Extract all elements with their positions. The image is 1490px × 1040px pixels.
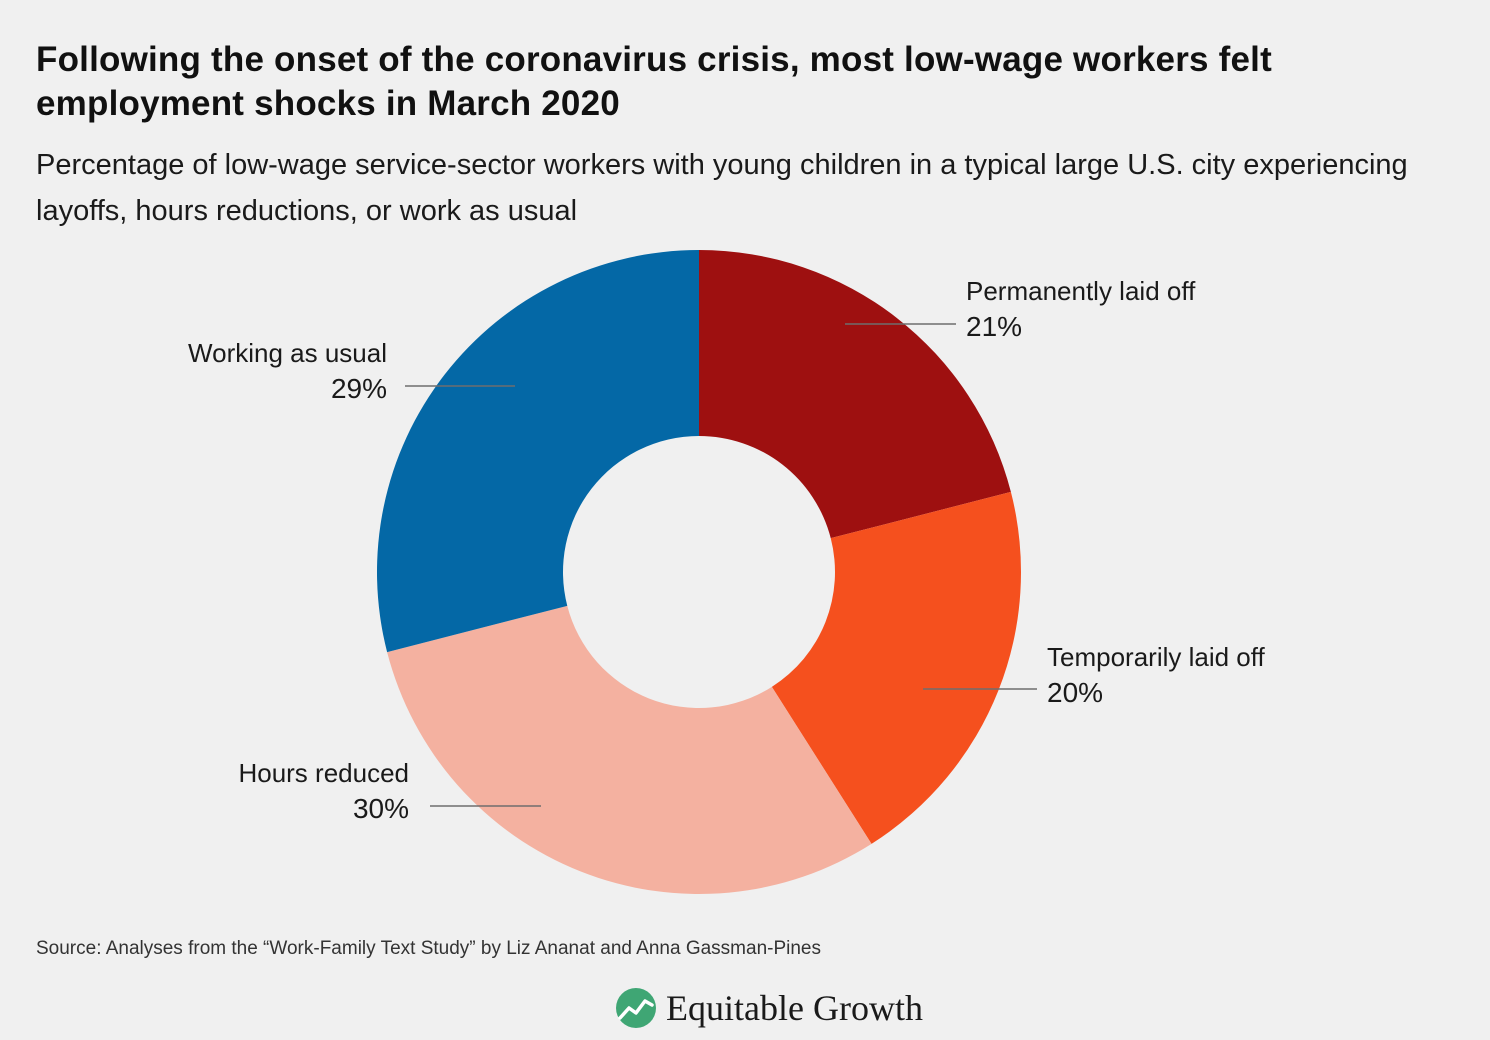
slice-value-permanently-laid-off: 21% xyxy=(966,311,1022,342)
slice-label-working-as-usual: Working as usual xyxy=(188,338,387,368)
source-note: Source: Analyses from the “Work-Family T… xyxy=(36,938,821,959)
slice-hours-reduced xyxy=(387,605,872,895)
slice-label-temporarily-laid-off: Temporarily laid off xyxy=(1047,642,1266,672)
slice-label-hours-reduced: Hours reduced xyxy=(238,758,409,788)
slice-value-hours-reduced: 30% xyxy=(353,793,409,824)
slice-value-working-as-usual: 29% xyxy=(331,373,387,404)
slice-label-permanently-laid-off: Permanently laid off xyxy=(966,276,1196,306)
slice-working-as-usual xyxy=(376,250,699,653)
logo-text: Equitable Growth xyxy=(666,988,923,1028)
growth-chart-icon xyxy=(616,988,656,1028)
slice-permanently-laid-off xyxy=(699,250,1011,539)
slice-value-temporarily-laid-off: 20% xyxy=(1047,677,1103,708)
equitable-growth-logo: Equitable Growth xyxy=(614,984,923,1032)
chart-subtitle: Percentage of low-wage service-sector wo… xyxy=(36,149,1408,227)
chart-title: Following the onset of the coronavirus c… xyxy=(36,40,1272,123)
slice-temporarily-laid-off xyxy=(771,491,1021,844)
